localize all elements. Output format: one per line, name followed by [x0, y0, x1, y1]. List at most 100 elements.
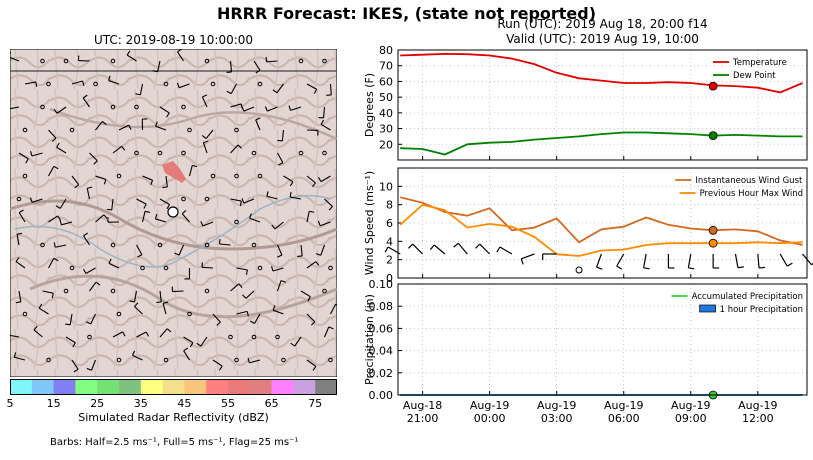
- map-barb-staff: [159, 106, 170, 114]
- wind-barb-feather: [453, 242, 459, 248]
- calm-wind-marker: [63, 58, 69, 64]
- map-barb-feather: [176, 82, 180, 88]
- map-barb-staff: [14, 356, 26, 361]
- map-barb-staff: [38, 307, 49, 315]
- calm-wind-marker: [163, 81, 169, 87]
- calm-wind-marker: [140, 265, 145, 271]
- calm-wind-marker: [328, 265, 333, 271]
- map-barb-staff: [86, 188, 91, 200]
- map-barb-feather: [53, 108, 58, 114]
- map-barb-feather: [239, 200, 242, 207]
- map-barb-staff: [126, 54, 137, 62]
- map-barb-staff: [236, 267, 248, 271]
- map-barb-staff: [294, 336, 302, 347]
- calm-wind-marker: [204, 288, 210, 294]
- y-tick-label: 6: [386, 217, 393, 230]
- calm-wind-marker: [63, 288, 69, 294]
- y-tick-label: 0.10: [369, 278, 394, 291]
- calm-wind-marker: [298, 150, 304, 156]
- map-barb-feather: [166, 328, 172, 333]
- map-barb-staff: [111, 198, 114, 210]
- map-barb-feather: [247, 357, 250, 363]
- map-barb-staff: [320, 175, 331, 183]
- map-barb-feather: [126, 50, 131, 56]
- calm-wind-marker: [204, 58, 210, 64]
- station-marker[interactable]: [167, 206, 179, 218]
- map-barb-staff: [71, 80, 83, 85]
- map-barb-feather: [154, 213, 158, 220]
- colorbar-tick-label: 75: [308, 397, 322, 410]
- map-barb-staff: [281, 129, 285, 141]
- map-barb-feather: [328, 206, 333, 211]
- series-line-dew-point: [400, 131, 803, 156]
- map-barb-staff: [277, 152, 284, 163]
- colorbar-swatch: [206, 379, 229, 395]
- map-barb-staff: [230, 103, 242, 108]
- map-barb-feather: [255, 117, 261, 121]
- map-barb-feather: [297, 255, 303, 258]
- x-tick-label-time: 09:00: [675, 412, 707, 425]
- map-barb-staff: [162, 303, 167, 315]
- terrain-ridge: [10, 199, 337, 251]
- map-barb-staff: [212, 313, 221, 323]
- map-barb-feather: [192, 164, 198, 168]
- map-barb-feather: [277, 254, 283, 258]
- colorbar-tick-label: 55: [221, 397, 235, 410]
- calm-wind-marker: [187, 311, 192, 317]
- map-barb-staff: [48, 129, 57, 139]
- map-barb-staff: [15, 261, 26, 269]
- map-barb-staff: [249, 217, 261, 223]
- map-barb-feather: [328, 326, 334, 330]
- map-barb-feather: [108, 75, 111, 81]
- map-barb-staff: [159, 198, 170, 205]
- colorbar-swatch: [75, 379, 98, 395]
- wind-barb-feather: [408, 243, 414, 249]
- map-barb-staff: [157, 60, 161, 72]
- map-barb-staff: [320, 244, 326, 256]
- map-barb-staff: [183, 350, 190, 361]
- map-barb-staff: [230, 283, 240, 292]
- colorbar-swatch: [53, 379, 76, 395]
- map-barb-staff: [267, 106, 278, 112]
- map-barb-staff: [91, 359, 97, 371]
- map-barb-feather: [278, 162, 284, 166]
- wind-barb-staff: [643, 253, 647, 268]
- y-tick-label: 70: [379, 60, 393, 73]
- map-barb-staff: [201, 266, 214, 269]
- wind-barb-feather: [384, 246, 389, 253]
- calm-wind-marker: [116, 357, 122, 363]
- map-barb-feather: [203, 140, 209, 144]
- wind-barb-staff: [596, 253, 602, 268]
- map-barb-feather: [271, 224, 276, 230]
- map-barb-staff: [95, 175, 107, 181]
- map-barb-staff: [59, 198, 67, 209]
- calm-wind-marker: [46, 357, 51, 363]
- map-barb-feather: [15, 257, 20, 262]
- map-barb-staff: [323, 326, 330, 338]
- map-barb-feather: [57, 215, 61, 221]
- map-barb-staff: [71, 359, 79, 370]
- x-tick-label-time: 21:00: [407, 412, 439, 425]
- calm-wind-marker: [110, 58, 116, 64]
- valid-time-marker: [708, 225, 718, 235]
- wind-barb-staff: [433, 244, 446, 255]
- map-barb-staff: [253, 60, 261, 71]
- map-barb-feather: [309, 210, 315, 213]
- map-barb-feather: [65, 323, 71, 326]
- map-barb-staff: [266, 195, 278, 200]
- wind-barb-feather: [475, 243, 481, 249]
- calm-wind-marker: [234, 219, 239, 225]
- map-barb-staff: [134, 306, 143, 315]
- calm-wind-marker: [251, 242, 257, 248]
- map-barb-staff: [272, 267, 284, 272]
- x-tick-label-time: 03:00: [541, 412, 573, 425]
- map-barb-feather: [16, 232, 23, 235]
- map-barb-feather: [106, 208, 112, 211]
- map-barb-staff: [89, 152, 98, 162]
- map-barb-feather: [73, 368, 79, 373]
- map-barb-feather: [288, 105, 292, 111]
- calm-wind-marker: [110, 242, 116, 248]
- map-barb-staff: [83, 235, 90, 246]
- map-barb-feather: [289, 192, 292, 198]
- map-barb-feather: [145, 331, 150, 337]
